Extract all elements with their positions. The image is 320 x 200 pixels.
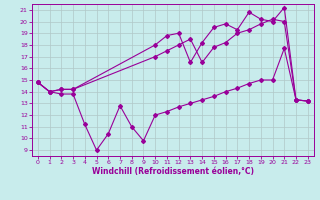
X-axis label: Windchill (Refroidissement éolien,°C): Windchill (Refroidissement éolien,°C) bbox=[92, 167, 254, 176]
